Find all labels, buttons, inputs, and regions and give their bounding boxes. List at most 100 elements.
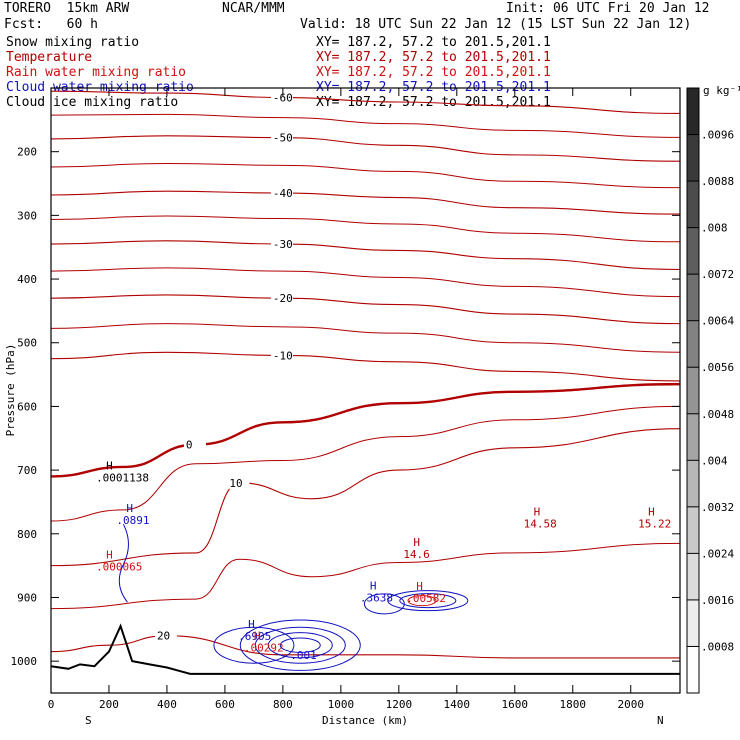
temperature-contour-line [50,190,681,215]
colorbar-tick-label: .008 [701,222,728,235]
x-tick-label: 800 [273,698,293,711]
colorbar-swatch [687,460,699,508]
contour-label-bg [270,187,293,200]
maximum-value-label: 14.58 [524,517,557,530]
colorbar-swatch [687,599,699,647]
colorbar-tick-label: .0064 [701,315,734,328]
y-axis-label: Pressure (hPa) [4,344,17,437]
maximum-value-label: .000065 [96,561,142,574]
colorbar-tick-label: .0072 [701,268,734,281]
colorbar-tick-label: .0048 [701,408,734,421]
maximum-value-label: .00292 [244,642,284,655]
y-tick-label: 300 [17,209,37,222]
field-label-cloud-ice: Cloud ice mixing ratio [6,95,179,110]
contour-label-bg [154,629,177,642]
contour-label-bg [270,238,293,251]
maximum-marker: H [648,505,655,518]
colorbar-swatch [687,646,699,694]
cloud-water-contour [279,637,321,653]
maximum-marker: H [106,460,113,473]
cloud-water-contour [387,590,469,612]
x-tick-label: 0 [48,698,55,711]
colorbar-tick-label: .0056 [701,361,734,374]
temperature-contour-line [50,405,681,522]
temperature-contour-label: -40 [273,187,293,200]
contour-label-bg [270,131,293,144]
colorbar-swatch [687,506,699,554]
maximum-value-label: .0891 [116,514,149,527]
cloud-water-contour [239,619,361,671]
x-tick-label: 1000 [328,698,355,711]
field-label-snow: Snow mixing ratio [6,35,140,50]
temperature-contour-line [50,240,681,271]
cloud-water-contour [267,632,333,659]
maximum-value-label: .6905 [238,630,271,643]
colorbar-tick-label: .004 [701,454,728,467]
temperature-contour-line [50,635,680,659]
temperature-contour-line [50,382,681,478]
temperature-contour-line [50,162,681,189]
model-title: TORERO 15km ARW [4,1,130,16]
x-end-label-north: N [657,714,664,727]
init-time: Init: 06 UTC Fri 20 Jan 12 [506,1,710,16]
rain-water-contour [407,595,437,607]
temperature-contour-label: -50 [273,132,293,145]
x-axis-ticks: 0 200 400 600 800 1000 1200 1400 1600 1800 2000 [48,88,644,711]
temperature-contour-line [50,135,681,162]
y-tick-label: 900 [17,591,37,604]
contour-label-bg [270,349,293,362]
maximum-value-label: .001 [290,649,317,662]
temperature-contour-line [50,113,681,138]
temperature-contour-label: -20 [273,292,293,305]
colorbar-frame [686,87,700,694]
maximum-marker: H [534,505,541,518]
x-axis-label: Distance (km) [322,714,408,727]
colorbar-tick-label: .0008 [701,640,734,653]
y-tick-label: 400 [17,273,37,286]
maximum-marker: H [370,579,377,592]
colorbar-tick-label: .0032 [701,501,734,514]
colorbar-swatch [687,320,699,368]
maximum-value-label: .3638 [360,591,393,604]
maximum-value-label: .00582 [406,592,446,605]
y-tick-label: 500 [17,337,37,350]
contour-label-bg [270,292,293,305]
colorbar: .0096 .0088 .008 .0072 .0064 .0056 .0048 .004 .0… [686,87,734,694]
temperature-contour-label: 0 [186,439,193,452]
maximum-marker: H [106,549,113,562]
x-end-label-south: S [85,714,92,727]
field-xy-temperature: XY= 187.2, 57.2 to 201.5,201.1 [316,50,551,65]
y-tick-label: 1000 [11,655,38,668]
maximum-marker: H [416,580,423,593]
colorbar-swatch [687,413,699,461]
colorbar-tick-label: .0088 [701,175,734,188]
temperature-contour-line [50,428,681,567]
field-label-rain: Rain water mixing ratio [6,65,187,80]
maximum-marker: H [248,618,255,631]
field-xy-snow: XY= 187.2, 57.2 to 201.5,201.1 [316,35,551,50]
temperature-contour-label: -60 [273,92,293,105]
maximum-marker: H [126,502,133,515]
y-tick-label: 800 [17,528,37,541]
temperature-contour-label: -10 [273,349,293,362]
y-tick-label: 200 [17,146,37,159]
valid-time: Valid: 18 UTC Sun 22 Jan 12 (15 LST Sun … [300,17,692,32]
forecast-hour: Fcst: 60 h [4,17,98,32]
terrain-profile [50,623,680,675]
cloud-water-contours [118,524,469,671]
temperature-contour-label: -30 [273,238,293,251]
field-label-temperature: Temperature [6,50,93,65]
maximum-marker: H [413,536,420,549]
colorbar-swatch [687,88,699,136]
colorbar-tick-label: .0024 [701,547,734,560]
center-name: NCAR/MMM [222,1,285,16]
colorbar-unit: g kg⁻¹ [703,84,740,97]
maximum-value-label: 15.22 [638,517,671,530]
colorbar-swatch [687,227,699,275]
colorbar-tick-label: .0096 [701,129,734,142]
temperature-contour-line [50,215,681,243]
x-tick-label: 200 [99,698,119,711]
maxima-labels: H.0001138H.0891H.000065H14.6H14.58H15.22… [96,460,671,663]
contour-label-bg [183,438,206,451]
